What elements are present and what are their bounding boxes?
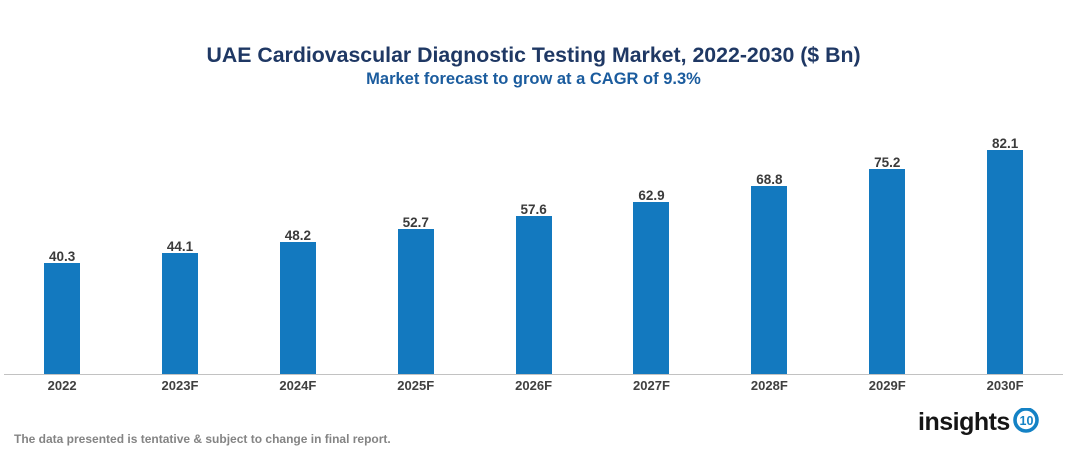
svg-text:insights: insights	[918, 408, 1010, 436]
svg-text:10: 10	[1020, 414, 1034, 428]
